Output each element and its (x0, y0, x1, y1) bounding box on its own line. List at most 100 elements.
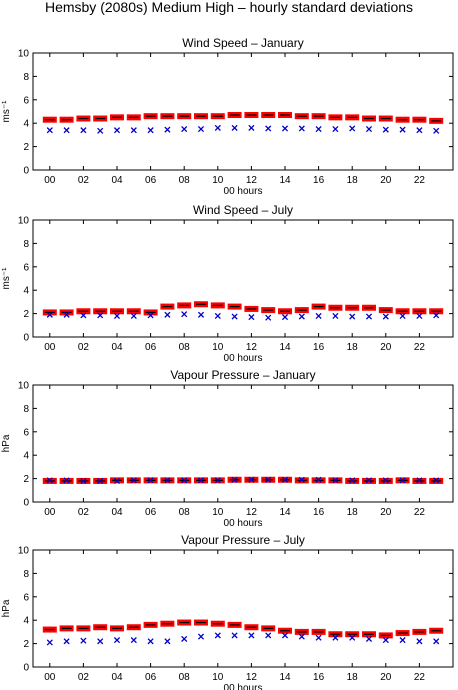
y-tick-label: 2 (23, 309, 29, 320)
observed-x-marker (281, 125, 289, 132)
x-tick-label: 02 (78, 342, 90, 353)
observed-x-marker (113, 637, 121, 644)
observed-x-marker (181, 311, 188, 318)
y-tick-label: 4 (23, 286, 29, 297)
observed-x-marker (164, 638, 171, 645)
observed-x-marker (416, 638, 423, 645)
plot-frame-1 (32, 52, 454, 171)
y-axis-label-3: hPa (1, 434, 12, 452)
observed-x-marker (399, 126, 406, 133)
x-tick-label: 22 (414, 507, 426, 518)
figure-title: Hemsby (2080s) Medium High – hourly stan… (44, 0, 414, 15)
y-tick-label: 10 (18, 546, 30, 557)
x-tick-label: 08 (179, 175, 191, 186)
x-tick-label: 12 (246, 672, 258, 683)
x-tick-label: 20 (380, 507, 392, 518)
x-axis-label-3: 00 hours (224, 518, 263, 529)
y-tick-label: 4 (23, 451, 29, 462)
x-tick-label: 10 (212, 507, 224, 518)
x-tick-label: 14 (279, 507, 291, 518)
x-tick-label: 12 (246, 507, 258, 518)
x-tick-label: 20 (380, 342, 392, 353)
observed-x-marker (248, 124, 255, 131)
y-tick-label: 0 (23, 663, 29, 674)
x-tick-label: 20 (380, 672, 392, 683)
x-tick-label: 08 (179, 507, 191, 518)
x-tick-label: 16 (313, 672, 325, 683)
observed-x-marker (46, 639, 53, 646)
observed-x-marker (46, 311, 53, 318)
x-tick-label: 22 (414, 342, 426, 353)
observed-x-marker (281, 632, 289, 639)
observed-x-marker (214, 632, 221, 639)
x-tick-label: 18 (347, 342, 359, 353)
observed-x-marker (365, 313, 373, 320)
x-axis-label-2: 00 hours (224, 353, 263, 364)
observed-x-marker (130, 637, 137, 644)
observed-x-marker (97, 127, 104, 134)
observed-x-marker (281, 314, 289, 321)
x-tick-label: 06 (145, 175, 157, 186)
y-tick-label: 4 (23, 119, 29, 130)
observed-x-marker (80, 312, 87, 319)
y-tick-label: 6 (23, 262, 29, 273)
x-tick-label: 02 (78, 672, 90, 683)
y-tick-label: 8 (23, 239, 29, 250)
x-tick-label: 00 (44, 175, 56, 186)
observed-x-marker (315, 476, 322, 483)
x-tick-label: 14 (279, 672, 291, 683)
observed-x-marker (63, 311, 70, 318)
observed-x-marker (197, 633, 205, 640)
y-tick-label: 6 (23, 95, 29, 106)
observed-x-marker (214, 477, 221, 484)
observed-x-marker (365, 125, 373, 133)
x-tick-label: 08 (179, 342, 191, 353)
x-tick-label: 22 (414, 672, 426, 683)
y-tick-label: 0 (23, 333, 29, 344)
x-tick-label: 16 (313, 507, 325, 518)
y-tick-label: 6 (23, 427, 29, 438)
observed-x-marker (382, 637, 389, 644)
x-tick-label: 06 (145, 342, 157, 353)
x-tick-label: 06 (145, 672, 157, 683)
observed-x-marker (147, 127, 154, 134)
observed-x-marker (433, 127, 440, 134)
observed-x-marker (130, 477, 137, 484)
y-tick-label: 0 (23, 166, 29, 177)
observed-x-marker (97, 312, 104, 319)
observed-x-marker (349, 477, 356, 484)
observed-x-marker (248, 632, 255, 639)
observed-x-marker (231, 476, 238, 483)
x-axis-label-1: 00 hours (224, 186, 263, 197)
plot-frame-2 (32, 219, 454, 338)
x-tick-label: 22 (414, 175, 426, 186)
observed-x-marker (416, 127, 423, 134)
observed-x-marker (332, 125, 339, 133)
observed-x-marker (416, 312, 423, 319)
x-tick-label: 00 (44, 507, 56, 518)
observed-x-marker (315, 312, 322, 319)
observed-x-marker (332, 634, 339, 641)
observed-x-marker (433, 638, 440, 645)
observed-x-marker (248, 314, 255, 321)
y-tick-label: 6 (23, 592, 29, 603)
observed-x-marker (399, 477, 406, 484)
x-tick-label: 14 (279, 342, 291, 353)
x-tick-label: 00 (44, 672, 56, 683)
observed-x-marker (147, 638, 154, 645)
observed-x-marker (214, 312, 221, 319)
panel-title-3: Vapour Pressure – January (170, 368, 315, 382)
observed-x-marker (97, 477, 104, 484)
observed-x-marker (332, 477, 339, 484)
observed-x-marker (130, 127, 137, 134)
y-axis-label-2: ms⁻¹ (1, 267, 12, 290)
x-tick-label: 04 (111, 507, 123, 518)
x-tick-label: 20 (380, 175, 392, 186)
observed-x-marker (164, 311, 171, 318)
observed-x-marker (281, 476, 289, 483)
observed-x-marker (197, 477, 205, 484)
observed-x-marker (164, 126, 171, 133)
observed-x-marker (130, 312, 137, 319)
observed-x-marker (197, 125, 205, 133)
